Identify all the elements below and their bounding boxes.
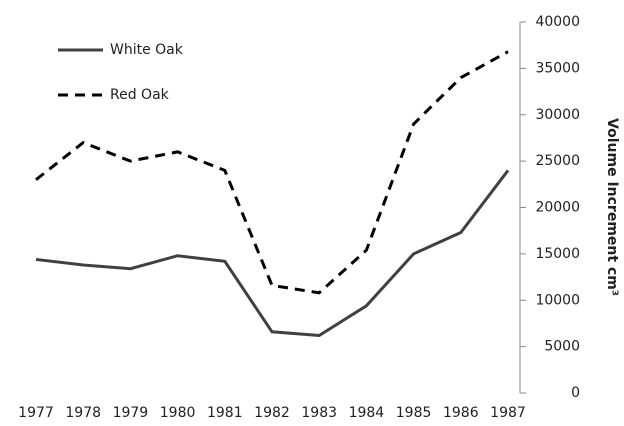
y-tick-label: 25000 xyxy=(535,153,580,169)
y-axis-label: Volume Increment cm³ xyxy=(604,118,620,296)
x-tick-label: 1977 xyxy=(18,405,54,421)
x-tick-label: 1981 xyxy=(207,405,243,421)
x-tick-label: 1987 xyxy=(490,405,526,421)
y-tick-label: 10000 xyxy=(535,292,580,308)
y-tick-label: 0 xyxy=(571,385,580,401)
legend-label: Red Oak xyxy=(110,87,170,103)
y-tick-label: 20000 xyxy=(535,200,580,216)
x-tick-label: 1978 xyxy=(65,405,101,421)
x-tick-label: 1986 xyxy=(443,405,479,421)
x-tick-label: 1984 xyxy=(349,405,385,421)
x-tick-label: 1982 xyxy=(254,405,290,421)
series-line xyxy=(35,50,509,295)
legend-label: White Oak xyxy=(110,42,184,58)
x-tick-label: 1983 xyxy=(301,405,337,421)
y-tick-label: 35000 xyxy=(535,60,580,76)
y-tick-label: 15000 xyxy=(535,246,580,262)
x-tick-label: 1979 xyxy=(113,405,149,421)
x-tick-label: 1980 xyxy=(160,405,196,421)
y-tick-label: 40000 xyxy=(535,14,580,30)
series-line xyxy=(35,169,510,338)
y-tick-label: 5000 xyxy=(544,339,580,355)
x-tick-label: 1985 xyxy=(396,405,432,421)
y-tick-label: 30000 xyxy=(535,107,580,123)
